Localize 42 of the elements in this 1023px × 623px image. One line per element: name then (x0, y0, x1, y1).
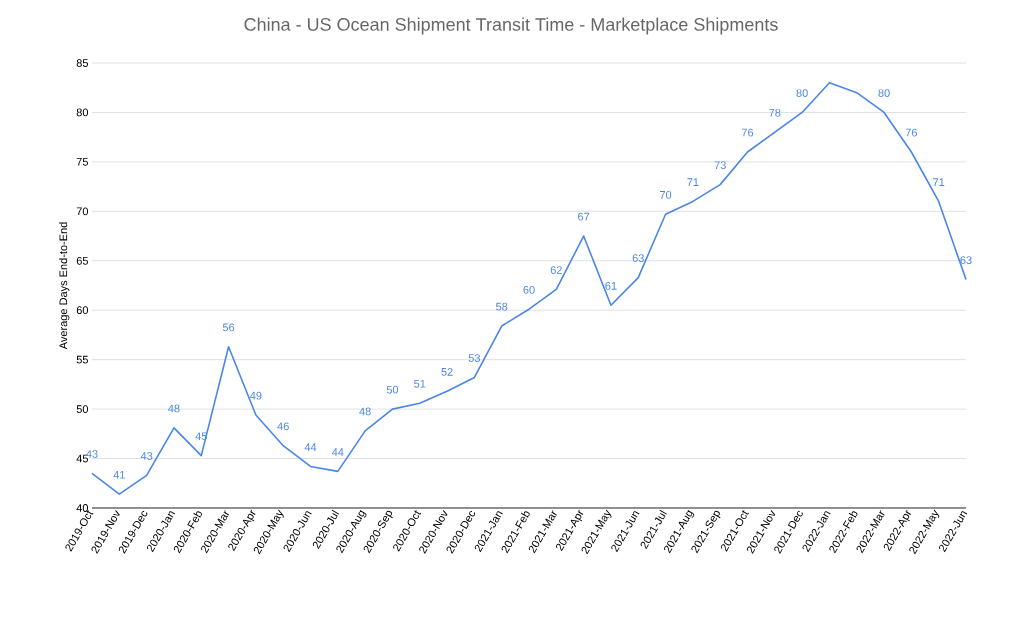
data-label: 53 (468, 354, 481, 362)
y-tick-label: 70 (76, 207, 89, 216)
data-label: 43 (140, 452, 153, 460)
data-label: 41 (113, 471, 125, 479)
y-tick-label: 40 (76, 504, 89, 512)
data-label: 50 (386, 385, 399, 394)
data-label: 56 (222, 323, 235, 332)
y-tick-label: 60 (76, 306, 89, 315)
data-label: 43 (86, 450, 98, 458)
data-label: 58 (496, 302, 508, 311)
data-label: 70 (660, 190, 672, 199)
y-tick-label: 80 (76, 108, 89, 117)
data-label: 52 (441, 367, 453, 376)
y-tick-label: 50 (76, 405, 89, 413)
data-label: 51 (414, 379, 426, 388)
data-label: 71 (687, 178, 699, 186)
data-label: 78 (769, 108, 781, 117)
data-label: 76 (741, 128, 754, 137)
y-tick-label: 45 (76, 454, 88, 463)
data-label: 63 (960, 256, 972, 265)
y-tick-label: 55 (76, 355, 88, 364)
y-tick-label: 75 (76, 158, 88, 166)
data-label: 60 (523, 285, 535, 294)
data-label: 76 (905, 128, 917, 137)
data-label: 62 (550, 266, 562, 274)
data-label: 48 (359, 407, 371, 416)
y-tick-label: 85 (76, 59, 88, 67)
chart-title: China - US Ocean Shipment Transit Time - Marketplace Shipments (244, 17, 778, 35)
data-label: 73 (714, 161, 726, 170)
data-label: 46 (277, 422, 289, 431)
y-axis-title: Average Days End-to-End (59, 222, 70, 350)
data-label: 49 (250, 391, 262, 400)
data-label: 67 (578, 212, 590, 221)
data-label: 48 (168, 404, 180, 413)
data-label: 61 (605, 281, 617, 290)
data-label: 71 (933, 178, 945, 186)
data-label: 44 (304, 443, 317, 451)
data-label: 80 (796, 89, 808, 97)
data-label: 44 (331, 448, 344, 456)
data-label: 80 (878, 89, 890, 97)
y-tick-label: 65 (76, 256, 88, 265)
data-label: 63 (632, 254, 644, 263)
